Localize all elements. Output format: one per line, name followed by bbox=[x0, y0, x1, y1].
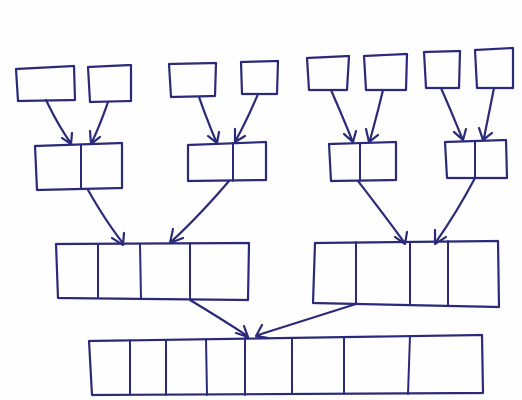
arrowhead bbox=[393, 230, 409, 246]
pair-box-4 bbox=[443, 138, 509, 180]
arrows-level-2-to-3 bbox=[86, 176, 477, 247]
pair-box-1 bbox=[33, 141, 124, 192]
leaf-box-7 bbox=[422, 49, 462, 90]
arrow bbox=[329, 88, 354, 142]
arrowhead bbox=[110, 231, 126, 247]
half-box-right bbox=[311, 239, 501, 309]
arrow bbox=[482, 86, 496, 140]
arrowhead bbox=[342, 129, 358, 144]
arrowhead bbox=[234, 324, 250, 339]
leaf-box-5 bbox=[305, 54, 351, 92]
level-4-merged-result bbox=[87, 333, 485, 397]
result-box bbox=[87, 333, 485, 397]
arrows-level-3-to-4 bbox=[188, 298, 358, 340]
arrow bbox=[170, 179, 231, 243]
arrow bbox=[434, 176, 477, 244]
arrowhead bbox=[233, 127, 247, 144]
arrowhead bbox=[452, 127, 468, 142]
arrow bbox=[256, 302, 358, 337]
arrow bbox=[234, 92, 260, 142]
arrow bbox=[356, 179, 406, 244]
arrow bbox=[439, 86, 464, 140]
pair-box-3 bbox=[327, 140, 398, 183]
result-box-divider bbox=[407, 335, 411, 395]
pair-box-2 bbox=[186, 140, 268, 183]
half-box-left-divider bbox=[139, 243, 142, 300]
result-box-divider bbox=[205, 338, 208, 396]
half-box-left bbox=[54, 241, 251, 302]
leaf-box-4 bbox=[239, 59, 280, 96]
leaf-box-6 bbox=[362, 52, 409, 92]
leaf-box-8 bbox=[473, 46, 515, 90]
arrowhead bbox=[433, 228, 448, 246]
arrow bbox=[197, 95, 218, 143]
level-2-pairs bbox=[33, 138, 509, 192]
leaf-box-1 bbox=[14, 64, 77, 103]
leaf-box-3 bbox=[167, 61, 218, 99]
level-1-leaves bbox=[14, 46, 515, 104]
level-3-merged-halves bbox=[54, 239, 501, 309]
arrow bbox=[90, 100, 110, 144]
arrow bbox=[44, 98, 72, 144]
arrow bbox=[86, 188, 124, 244]
arrows-level-1-to-2 bbox=[44, 86, 496, 146]
arrow bbox=[368, 88, 385, 142]
arrow bbox=[188, 298, 248, 337]
leaf-box-2 bbox=[86, 63, 133, 104]
